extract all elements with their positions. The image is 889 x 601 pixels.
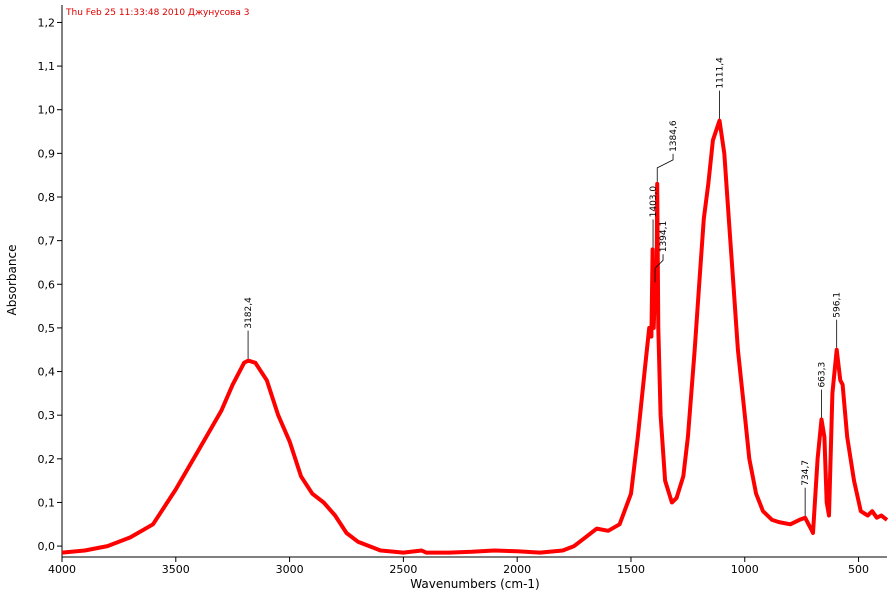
y-tick-label: 0,8 bbox=[38, 191, 56, 204]
annotation-leader bbox=[654, 254, 664, 283]
x-tick-label: 500 bbox=[848, 563, 869, 576]
y-axis-label: Absorbance bbox=[5, 245, 19, 316]
chart-title: Thu Feb 25 11:33:48 2010 Джунусова 3 bbox=[65, 8, 249, 18]
annotation-label: 1394,1 bbox=[659, 221, 669, 253]
x-axis-label: Wavenumbers (cm-1) bbox=[410, 577, 539, 591]
x-tick-label: 4000 bbox=[48, 563, 76, 576]
annotation-label: 734,7 bbox=[801, 460, 811, 486]
y-tick-label: 0,1 bbox=[38, 496, 56, 509]
y-tick-label: 0,7 bbox=[38, 235, 56, 248]
spectrum-line bbox=[61, 118, 889, 555]
x-tick-label: 1000 bbox=[731, 563, 759, 576]
y-tick-label: 0,0 bbox=[38, 540, 56, 553]
x-tick-label: 3000 bbox=[276, 563, 304, 576]
x-tick-label: 2000 bbox=[503, 563, 531, 576]
y-tick-label: 0,2 bbox=[38, 453, 56, 466]
y-tick-label: 1,1 bbox=[38, 60, 56, 73]
y-tick-label: 0,5 bbox=[38, 322, 56, 335]
x-tick-label: 2500 bbox=[389, 563, 417, 576]
annotation-label: 1384,6 bbox=[669, 120, 679, 152]
x-tick-label: 1500 bbox=[617, 563, 645, 576]
y-tick-label: 0,6 bbox=[38, 278, 56, 291]
annotation-label: 596,1 bbox=[833, 292, 843, 318]
annotation-label: 1111,4 bbox=[715, 57, 725, 89]
annotation-label: 1403,0 bbox=[649, 186, 659, 218]
y-tick-label: 1,2 bbox=[38, 16, 56, 29]
y-tick-label: 0,9 bbox=[38, 147, 56, 160]
annotation-label: 663,3 bbox=[817, 362, 827, 388]
y-tick-label: 0,4 bbox=[38, 366, 56, 379]
x-tick-label: 3500 bbox=[162, 563, 190, 576]
y-tick-label: 1,0 bbox=[38, 104, 56, 117]
annotation-leader bbox=[656, 153, 674, 182]
annotation-label: 3182,4 bbox=[244, 297, 254, 329]
y-tick-label: 0,3 bbox=[38, 409, 56, 422]
